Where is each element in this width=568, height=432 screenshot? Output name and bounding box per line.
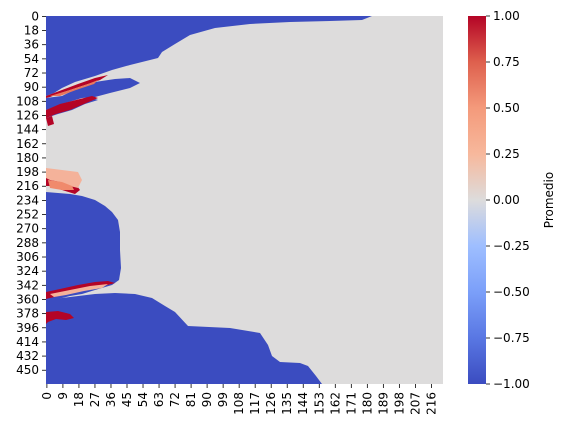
x-tick-label: 45 (120, 392, 134, 407)
coastal-band-lower-3 (46, 311, 74, 324)
x-tick-label: 117 (248, 392, 262, 415)
x-tick-label: 63 (152, 392, 166, 407)
y-tick-label: 252 (16, 208, 39, 222)
x-tick-label: 180 (360, 392, 374, 415)
coastal-band-lower-2 (50, 284, 108, 297)
x-tick-label: 54 (136, 392, 150, 407)
water-region-west-bay (46, 192, 121, 300)
water-region-left-middle (46, 78, 140, 110)
heatmap-plot-area (46, 16, 443, 384)
x-tick-label: 0 (40, 392, 54, 400)
y-tick-label: 450 (16, 363, 39, 377)
y-tick-label: 288 (16, 236, 39, 250)
colorbar-tick-label: −0.75 (493, 331, 530, 345)
y-tick-label: 414 (16, 335, 39, 349)
y-tick-label: 108 (16, 94, 39, 108)
colorbar: 1.00 0.75 0.50 0.25 0.00 −0.25 −0.50 −0.75 −1.00… (468, 9, 556, 391)
x-tick-label: 18 (72, 392, 86, 407)
y-tick-label: 342 (16, 278, 39, 292)
y-tick-label: 306 (16, 250, 39, 264)
water-region-bottom (46, 293, 322, 384)
x-tick-label: 108 (232, 392, 246, 415)
y-tick-label: 144 (16, 123, 39, 137)
x-tick-label: 72 (168, 392, 182, 407)
coastal-band-upper-1 (46, 75, 108, 98)
y-tick-label: 72 (24, 66, 39, 80)
x-tick-label: 90 (200, 392, 214, 407)
x-tick-label: 126 (264, 392, 278, 415)
y-tick-label: 378 (16, 307, 39, 321)
colorbar-tick-label: 1.00 (493, 9, 520, 23)
y-tick-label: 432 (16, 349, 39, 363)
x-tick-label: 9 (56, 392, 70, 400)
y-tick-label: 270 (16, 222, 39, 236)
y-tick-label: 216 (16, 179, 39, 193)
colorbar-tick-label: 0.25 (493, 147, 520, 161)
y-tick-label: 126 (16, 108, 39, 122)
x-axis: 0 9 18 27 36 45 54 63 72 81 90 99 108 117 126 135 144 153… (40, 384, 438, 415)
x-tick-label: 81 (184, 392, 198, 407)
colorbar-ticks: 1.00 0.75 0.50 0.25 0.00 −0.25 −0.50 −0.75 −1.00 (486, 9, 530, 391)
x-tick-label: 207 (408, 392, 422, 415)
x-tick-label: 162 (328, 392, 342, 415)
y-tick-label: 0 (31, 9, 39, 23)
y-tick-label: 162 (16, 137, 39, 151)
colorbar-tick-label: 0.50 (493, 101, 520, 115)
colorbar-tick-label: −0.25 (493, 239, 530, 253)
y-tick-label: 324 (16, 264, 39, 278)
x-tick-label: 27 (88, 392, 102, 407)
y-tick-label: 90 (24, 80, 39, 94)
colorbar-tick-label: −1.00 (493, 377, 530, 391)
x-tick-label: 135 (280, 392, 294, 415)
x-tick-label: 189 (376, 392, 390, 415)
colorbar-tick-label: 0.00 (493, 193, 520, 207)
coastal-band-upper-3 (46, 96, 98, 118)
coastal-band-upper-4 (46, 116, 54, 126)
water-region-top-left (46, 16, 372, 96)
colorbar-label: Promedio (542, 172, 556, 228)
y-tick-label: 18 (24, 24, 39, 38)
colorbar-tick-label: 0.75 (493, 55, 520, 69)
x-tick-label: 198 (392, 392, 406, 415)
x-tick-label: 99 (216, 392, 230, 407)
x-tick-label: 36 (104, 392, 118, 407)
x-tick-label: 153 (312, 392, 326, 415)
y-tick-label: 198 (16, 165, 39, 179)
x-tick-label: 144 (296, 392, 310, 415)
y-tick-label: 180 (16, 151, 39, 165)
y-tick-label: 54 (24, 52, 39, 66)
coastal-band-middle-2 (46, 168, 82, 188)
coastal-band-middle-3 (48, 180, 74, 190)
y-tick-label: 360 (16, 292, 39, 306)
y-tick-label: 36 (24, 38, 39, 52)
x-tick-label: 171 (344, 392, 358, 415)
colorbar-gradient (468, 16, 486, 384)
y-tick-label: 396 (16, 321, 39, 335)
colorbar-tick-label: −0.50 (493, 285, 530, 299)
y-axis: 0183654729010812614416218019821623425227… (16, 9, 46, 377)
y-tick-label: 234 (16, 193, 39, 207)
x-tick-label: 216 (424, 392, 438, 415)
